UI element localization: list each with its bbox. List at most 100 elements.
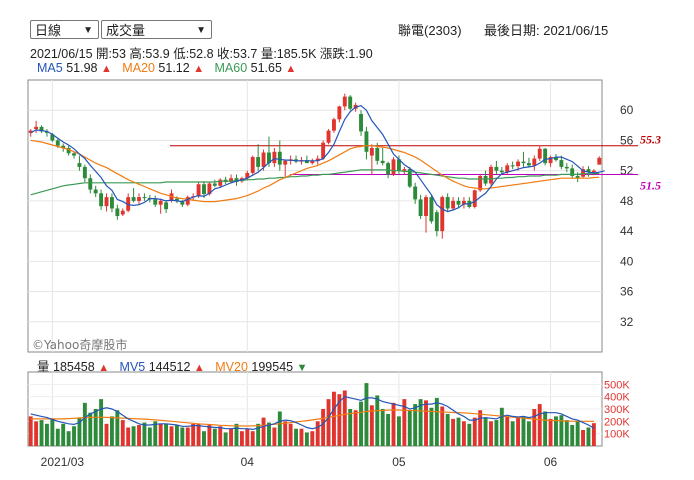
candle-body xyxy=(386,163,391,175)
ma60-legend: MA60 51.65 ▲ xyxy=(215,61,297,75)
volume-bar xyxy=(174,425,179,446)
volume-bar xyxy=(153,421,158,446)
x-tick-label: 04 xyxy=(241,455,255,469)
volume-bar xyxy=(66,431,71,446)
vol-trend-icon: ▲ xyxy=(98,362,110,374)
quote-change: 漲跌:1.90 xyxy=(319,47,373,61)
vol-label: 量 xyxy=(37,360,50,374)
volume-bar xyxy=(272,427,277,446)
volume-bar xyxy=(386,413,391,446)
candle-body xyxy=(142,197,147,199)
volume-bar xyxy=(50,418,55,446)
volume-bar xyxy=(451,418,456,446)
volume-bar xyxy=(196,423,201,446)
volume-bar xyxy=(185,427,190,446)
annotation-label: 51.5 xyxy=(640,178,661,192)
candle-body xyxy=(93,189,98,194)
volume-bar xyxy=(337,394,342,446)
candle-body xyxy=(304,160,309,164)
ma60-line xyxy=(30,169,600,196)
volume-bar xyxy=(261,417,266,446)
candle-body xyxy=(45,131,49,133)
volume-bar xyxy=(294,428,298,446)
candle-body xyxy=(202,184,206,195)
volume-bar xyxy=(526,421,531,446)
volume-bar xyxy=(283,421,288,446)
price-tick-label: 44 xyxy=(620,224,634,238)
candle-body xyxy=(554,157,558,161)
candle-body xyxy=(586,169,591,173)
volume-bar xyxy=(543,411,548,446)
candle-body xyxy=(245,172,250,179)
candle-body xyxy=(391,159,396,175)
stock-title: 聯電(2303) xyxy=(398,23,462,38)
candle-body xyxy=(158,200,163,205)
quote-high: 高:53.9 xyxy=(129,47,170,61)
candle-body xyxy=(402,169,407,171)
volume-bar xyxy=(440,406,445,446)
ma-legend: MA5 51.98 ▲ MA20 51.12 ▲ MA60 51.65 ▲ xyxy=(37,61,296,75)
volume-bar xyxy=(120,420,125,446)
candle-body xyxy=(109,197,114,209)
candle-body xyxy=(88,178,93,190)
ma5-label: MA5 xyxy=(37,61,63,75)
volume-bar xyxy=(126,427,131,446)
candle-body xyxy=(575,175,580,179)
volume-bar xyxy=(45,423,49,446)
volume-bar xyxy=(310,431,315,446)
candle-body xyxy=(489,166,493,184)
ma5-value: 51.98 xyxy=(66,61,98,75)
candle-body xyxy=(55,140,60,146)
price-tick-label: 36 xyxy=(620,285,634,299)
candle-body xyxy=(380,160,385,164)
ma20-trend-icon: ▲ xyxy=(193,63,205,75)
volume-bar xyxy=(164,423,169,446)
ma20-label: MA20 xyxy=(122,61,155,75)
volume-bar xyxy=(461,421,466,446)
volume-bar xyxy=(131,426,136,446)
mv5-line xyxy=(30,396,595,431)
volume-bar xyxy=(429,407,434,446)
volume-bar xyxy=(223,432,228,446)
candle-body xyxy=(413,186,418,200)
volume-bar xyxy=(348,409,353,446)
candle-body xyxy=(564,166,569,169)
candle-body xyxy=(510,165,515,167)
candle-body xyxy=(559,160,564,167)
mv20-legend: MV20 199545 ▼ xyxy=(215,360,307,374)
ma5-legend: MA5 51.98 ▲ xyxy=(37,61,115,75)
candle-body xyxy=(396,159,401,171)
volume-bar xyxy=(559,415,564,446)
candle-body xyxy=(429,197,434,222)
candle-body xyxy=(174,198,179,201)
candle-body xyxy=(277,151,282,165)
volume-bar xyxy=(510,421,515,446)
candle-body xyxy=(39,126,44,132)
period-select[interactable]: 日線 ▼ xyxy=(30,20,99,39)
candle-body xyxy=(72,153,76,156)
candle-body xyxy=(505,165,510,173)
volume-bar xyxy=(191,423,196,446)
volume-bar xyxy=(39,420,44,446)
volume-bar xyxy=(391,402,396,446)
ma5-line xyxy=(30,105,605,213)
candle-body xyxy=(180,201,185,205)
x-tick-label: 05 xyxy=(392,455,406,469)
volume-bar xyxy=(369,405,374,446)
candle-body xyxy=(337,106,342,120)
candle-body xyxy=(472,190,477,207)
indicator-select[interactable]: 成交量 ▼ xyxy=(101,20,212,39)
mv5-legend: MV5 144512 ▲ xyxy=(120,360,209,374)
price-tick-label: 40 xyxy=(620,254,634,268)
candle-body xyxy=(99,193,104,207)
volume-bar xyxy=(505,416,510,446)
volume-bar xyxy=(326,399,331,446)
mv5-value: 144512 xyxy=(148,360,191,374)
chevron-down-icon: ▼ xyxy=(83,25,93,36)
volume-bar xyxy=(478,410,483,446)
vol-value: 185458 xyxy=(53,360,95,374)
volume-bar xyxy=(229,428,234,446)
volume-bar xyxy=(396,416,401,446)
volume-bar xyxy=(202,431,206,446)
price-tick-label: 56 xyxy=(620,133,634,147)
